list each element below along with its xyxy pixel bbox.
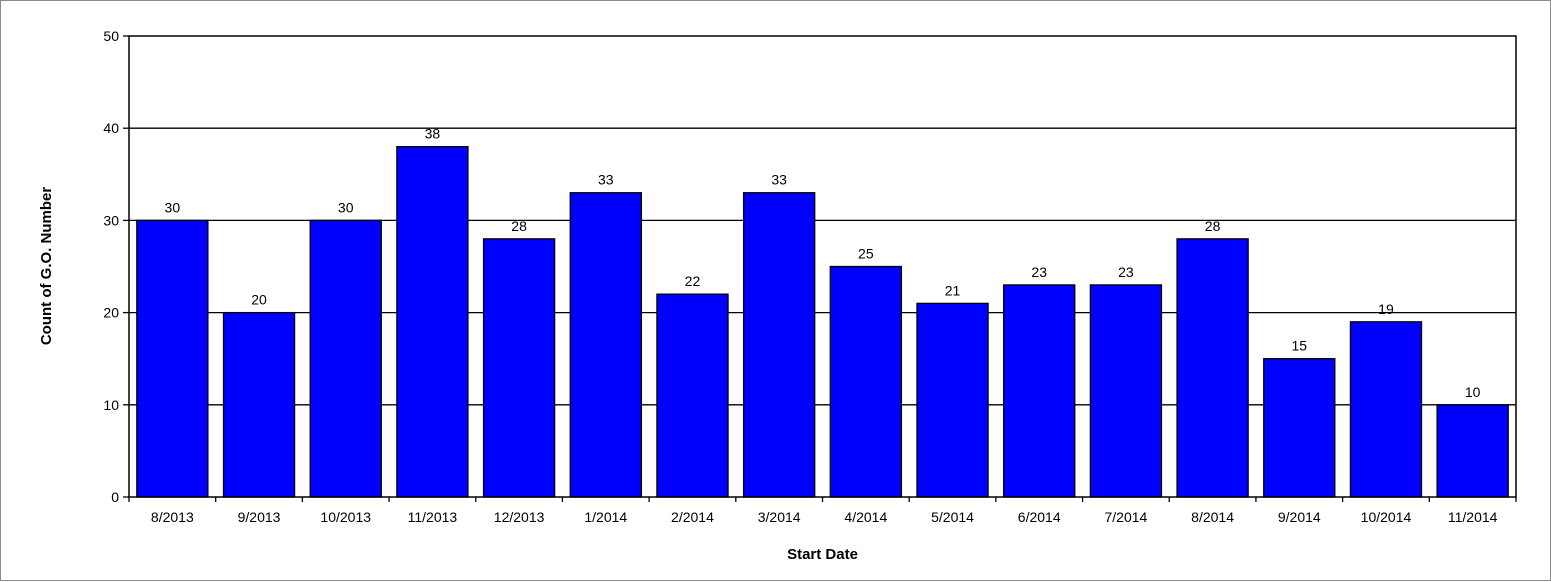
y-axis-title: Count of G.O. Number bbox=[38, 187, 55, 345]
data-label: 30 bbox=[338, 199, 354, 215]
data-label: 28 bbox=[511, 218, 527, 234]
data-label: 30 bbox=[165, 199, 181, 215]
data-label: 22 bbox=[685, 273, 701, 289]
y-tick-label: 10 bbox=[103, 397, 119, 413]
bar-6-2014 bbox=[1003, 284, 1076, 498]
x-tick-label: 7/2014 bbox=[1104, 509, 1147, 525]
data-label: 15 bbox=[1291, 338, 1307, 354]
x-axis-title: Start Date bbox=[787, 546, 858, 563]
y-tick-label: 20 bbox=[103, 305, 119, 321]
bar-12-2013 bbox=[482, 238, 556, 498]
bar-2-2014 bbox=[656, 293, 729, 498]
bar-10-2014 bbox=[1349, 321, 1423, 498]
data-label: 21 bbox=[945, 282, 961, 298]
bar-9-2014 bbox=[1263, 358, 1336, 498]
bar-3-2014 bbox=[742, 192, 816, 498]
data-label: 33 bbox=[598, 172, 614, 188]
data-label: 10 bbox=[1465, 384, 1481, 400]
x-tick-label: 6/2014 bbox=[1018, 509, 1061, 525]
x-tick-label: 10/2014 bbox=[1361, 509, 1412, 525]
bar-11-2013 bbox=[396, 145, 469, 498]
x-tick-label: 3/2014 bbox=[758, 509, 801, 525]
bars bbox=[136, 145, 1509, 498]
bar-10-2013 bbox=[309, 219, 382, 498]
data-label: 38 bbox=[425, 126, 441, 142]
x-tick-label: 1/2014 bbox=[584, 509, 627, 525]
x-tick-label: 9/2013 bbox=[238, 509, 281, 525]
x-tick-label: 10/2013 bbox=[320, 509, 371, 525]
x-tick-label: 8/2014 bbox=[1191, 509, 1234, 525]
bar-8-2014 bbox=[1176, 238, 1249, 498]
x-tick-label: 4/2014 bbox=[844, 509, 887, 525]
bar-4-2014 bbox=[829, 265, 903, 498]
x-axis: 8/2013 9/2013 10/2013 11/2013 12/2013 1/2014 2… bbox=[128, 497, 1517, 525]
x-tick-label: 11/2013 bbox=[408, 509, 458, 525]
y-tick-label: 50 bbox=[103, 28, 119, 44]
x-tick-label: 5/2014 bbox=[931, 509, 974, 525]
data-label: 23 bbox=[1031, 264, 1047, 280]
bar-11-2014 bbox=[1436, 404, 1509, 498]
y-tick-label: 0 bbox=[111, 489, 119, 505]
x-tick-label: 2/2014 bbox=[671, 509, 714, 525]
x-tick-label: 8/2013 bbox=[151, 509, 194, 525]
y-axis: 0 10 20 30 40 50 bbox=[103, 28, 129, 505]
x-tick-label: 12/2013 bbox=[494, 509, 545, 525]
data-labels: 30 20 30 38 28 33 22 33 25 21 23 23 28 15 19 10 bbox=[165, 126, 1481, 400]
bar-8-2013 bbox=[136, 219, 209, 498]
y-tick-label: 30 bbox=[103, 212, 119, 228]
data-label: 25 bbox=[858, 246, 874, 262]
y-tick-label: 40 bbox=[103, 120, 119, 136]
bar-5-2014 bbox=[916, 302, 989, 498]
data-label: 33 bbox=[771, 172, 787, 188]
data-label: 19 bbox=[1378, 301, 1394, 317]
data-label: 20 bbox=[251, 292, 267, 308]
x-tick-label: 9/2014 bbox=[1278, 509, 1321, 525]
bar-7-2014 bbox=[1089, 284, 1163, 498]
bar-9-2013 bbox=[222, 311, 296, 498]
data-label: 28 bbox=[1205, 218, 1221, 234]
x-tick-label: 11/2014 bbox=[1448, 509, 1498, 525]
bar-1-2014 bbox=[569, 192, 642, 498]
data-label: 23 bbox=[1118, 264, 1134, 280]
